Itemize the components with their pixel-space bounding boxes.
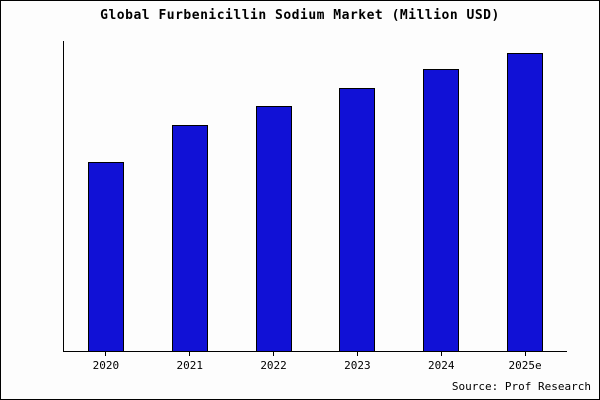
- bar-slot: [315, 41, 399, 351]
- x-tick-mark: [273, 352, 275, 356]
- bar-2024: [423, 68, 460, 351]
- bars-container: [64, 41, 567, 351]
- x-tick-mark: [105, 352, 107, 356]
- x-tick-label: 2023: [344, 359, 371, 372]
- x-tick-mark: [356, 352, 358, 356]
- bar-slot: [64, 41, 148, 351]
- x-tick-mark: [440, 352, 442, 356]
- bar-2021: [171, 124, 208, 351]
- x-tick-slot: 2020: [64, 352, 148, 372]
- x-tick-mark: [189, 352, 191, 356]
- bar-slot: [483, 41, 567, 351]
- x-tick-slot: 2023: [315, 352, 399, 372]
- bar-slot: [232, 41, 316, 351]
- x-tick-label: 2021: [176, 359, 203, 372]
- x-tick-label: 2025e: [508, 359, 542, 372]
- plot-area: [63, 41, 567, 352]
- bar-2020: [87, 161, 124, 351]
- bar-2025e: [507, 53, 544, 351]
- x-axis-labels: 2020 2021 2022 2023 2024 2025e: [64, 352, 567, 372]
- x-tick-slot: 2021: [148, 352, 232, 372]
- bar-slot: [148, 41, 232, 351]
- source-note: Source: Prof Research: [451, 380, 591, 393]
- x-tick-label: 2022: [260, 359, 287, 372]
- bar-2022: [255, 106, 292, 351]
- x-tick-slot: 2025e: [483, 352, 567, 372]
- chart-title: Global Furbenicillin Sodium Market (Mill…: [100, 8, 500, 23]
- bar-2023: [339, 87, 376, 351]
- x-tick-label: 2020: [92, 359, 120, 372]
- x-tick-label: 2024: [427, 359, 455, 372]
- x-tick-slot: 2022: [232, 352, 316, 372]
- bar-slot: [399, 41, 483, 351]
- x-tick-slot: 2024: [399, 352, 483, 372]
- x-tick-mark: [524, 352, 526, 356]
